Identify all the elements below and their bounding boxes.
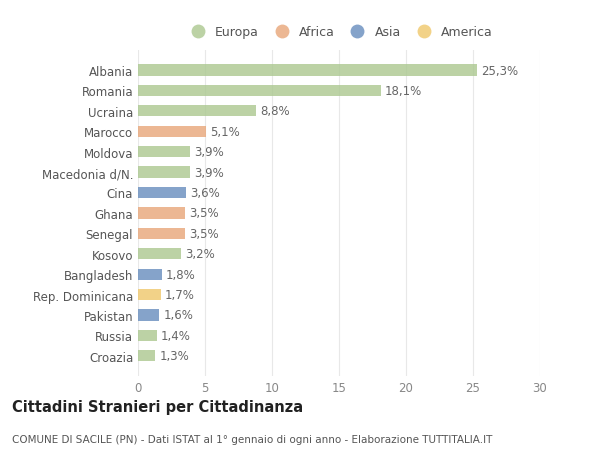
Text: 5,1%: 5,1% (211, 125, 240, 139)
Text: COMUNE DI SACILE (PN) - Dati ISTAT al 1° gennaio di ogni anno - Elaborazione TUT: COMUNE DI SACILE (PN) - Dati ISTAT al 1°… (12, 434, 493, 444)
Text: 1,7%: 1,7% (165, 288, 194, 302)
Bar (138, 350, 155, 362)
Bar (138, 208, 185, 219)
Bar (138, 289, 161, 301)
Bar (138, 106, 256, 117)
Text: 3,2%: 3,2% (185, 248, 215, 261)
Text: 1,6%: 1,6% (163, 309, 193, 322)
Text: 1,3%: 1,3% (160, 349, 189, 363)
Text: 3,6%: 3,6% (190, 187, 220, 200)
Bar (138, 249, 181, 260)
Text: 18,1%: 18,1% (385, 85, 422, 98)
Text: 3,5%: 3,5% (189, 227, 218, 240)
Bar (138, 147, 190, 158)
Legend: Europa, Africa, Asia, America: Europa, Africa, Asia, America (180, 21, 498, 44)
Bar (138, 126, 206, 138)
Bar (138, 330, 157, 341)
Bar (138, 228, 185, 240)
Text: 1,8%: 1,8% (166, 268, 196, 281)
Bar (138, 86, 380, 97)
Text: 1,4%: 1,4% (161, 329, 191, 342)
Bar (138, 187, 186, 199)
Text: Cittadini Stranieri per Cittadinanza: Cittadini Stranieri per Cittadinanza (12, 399, 303, 414)
Text: 3,5%: 3,5% (189, 207, 218, 220)
Bar (138, 65, 477, 77)
Text: 3,9%: 3,9% (194, 166, 224, 179)
Bar (138, 269, 162, 280)
Text: 25,3%: 25,3% (481, 64, 518, 78)
Text: 8,8%: 8,8% (260, 105, 290, 118)
Bar (138, 310, 160, 321)
Bar (138, 167, 190, 178)
Text: 3,9%: 3,9% (194, 146, 224, 159)
